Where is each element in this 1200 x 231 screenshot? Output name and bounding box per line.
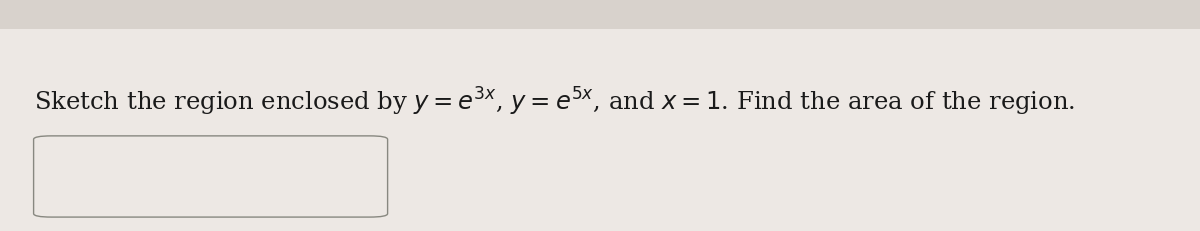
FancyBboxPatch shape — [34, 136, 388, 217]
Text: Sketch the region enclosed by $y = e^{3x}$, $y = e^{5x}$, and $x = 1$. Find the : Sketch the region enclosed by $y = e^{3x… — [34, 86, 1075, 118]
Bar — [0, 0, 1200, 30]
